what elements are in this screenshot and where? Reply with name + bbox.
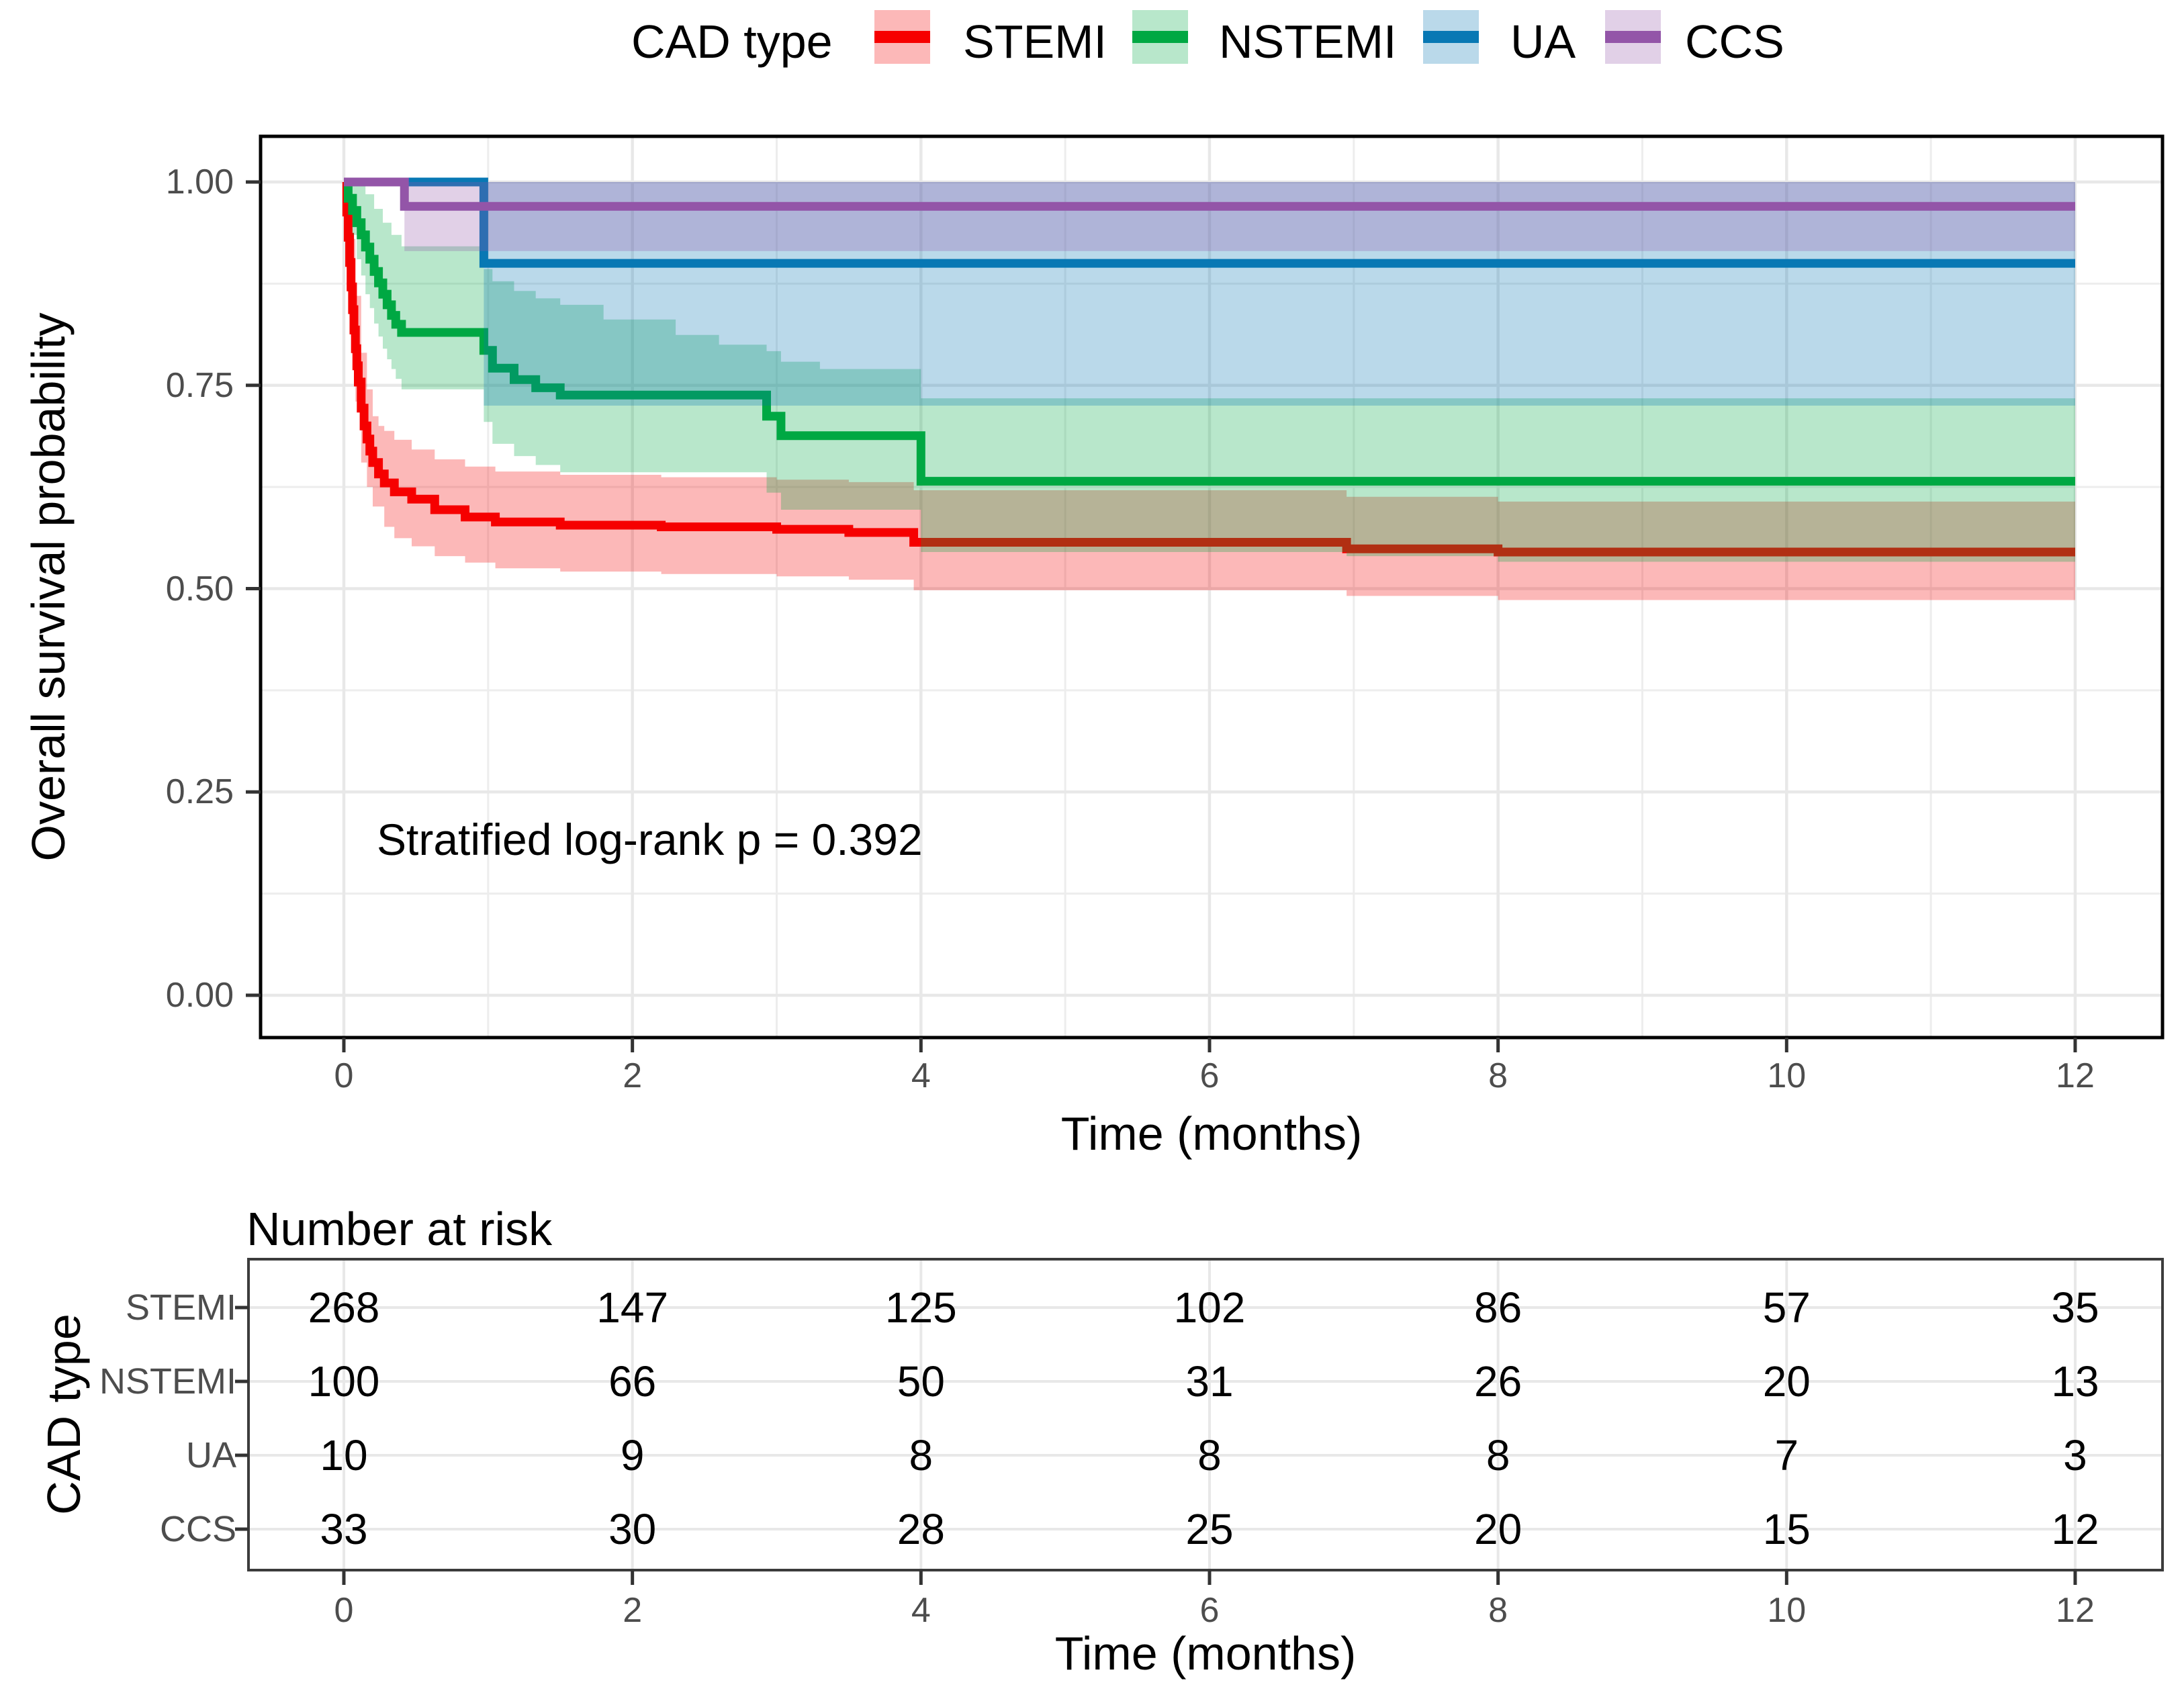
legend-key-nstemi-icon [1132, 10, 1188, 64]
risk-count: 125 [884, 1283, 957, 1332]
x-tick-label: 10 [1767, 1056, 1807, 1095]
km-curve-ua [344, 177, 2075, 268]
risk-table-x-axis-title: Time (months) [1054, 1627, 1357, 1680]
risk-table-title: Number at risk [246, 1203, 553, 1255]
risk-count: 33 [320, 1505, 368, 1553]
risk-count: 31 [1185, 1357, 1234, 1406]
risk-x-tick-label: 0 [334, 1591, 354, 1630]
legend-key-stemi-icon [874, 10, 930, 64]
logrank-annotation: Stratified log-rank p = 0.392 [377, 815, 923, 864]
legend-title: CAD type [631, 15, 833, 68]
legend-key-ccs-icon [1605, 10, 1661, 64]
risk-count: 8 [1197, 1431, 1222, 1479]
legend-key-ua-line [1423, 31, 1479, 43]
legend-label-stemi: STEMI [963, 15, 1107, 68]
x-tick-label: 4 [911, 1056, 931, 1095]
y-tick-label: 0.00 [165, 976, 234, 1015]
risk-count: 35 [2051, 1283, 2099, 1332]
risk-count: 10 [320, 1431, 368, 1479]
risk-count: 102 [1173, 1283, 1246, 1332]
x-axis-title: Time (months) [1060, 1107, 1363, 1160]
risk-row-label-ua: UA [185, 1435, 236, 1475]
legend-key-ua-icon [1423, 10, 1479, 64]
legend-key-ccs-line [1605, 31, 1661, 43]
risk-x-tick-label: 12 [2056, 1591, 2095, 1630]
risk-count: 26 [1474, 1357, 1522, 1406]
risk-x-tick-label: 10 [1767, 1591, 1807, 1630]
x-tick-label: 2 [623, 1056, 643, 1095]
risk-table-y-axis-title: CAD type [38, 1314, 90, 1515]
risk-row-label-nstemi: NSTEMI [99, 1361, 236, 1402]
ci-band-ccs [404, 182, 2076, 251]
legend-label-nstemi: NSTEMI [1219, 15, 1397, 68]
risk-count: 25 [1185, 1505, 1234, 1553]
y-tick-label: 0.75 [165, 365, 234, 405]
risk-count: 12 [2051, 1505, 2099, 1553]
risk-count: 20 [1474, 1505, 1522, 1553]
y-tick-label: 1.00 [165, 163, 234, 201]
ci-band-stemi [347, 186, 2075, 600]
km-curve-ccs [344, 177, 2075, 211]
risk-count: 28 [897, 1505, 945, 1553]
risk-x-tick-label: 2 [623, 1591, 643, 1630]
risk-count: 66 [608, 1357, 657, 1406]
risk-row-label-stemi: STEMI [125, 1287, 236, 1328]
km-curve-stemi [342, 177, 2075, 557]
risk-row-label-ccs: CCS [159, 1509, 236, 1549]
y-tick-label: 0.50 [165, 569, 234, 608]
risk-count: 3 [2063, 1431, 2087, 1479]
legend-key-stemi-line [874, 31, 930, 43]
risk-count: 15 [1762, 1505, 1811, 1553]
y-axis-title: Overall survival probability [22, 312, 75, 862]
risk-count: 86 [1474, 1283, 1522, 1332]
risk-count: 9 [620, 1431, 645, 1479]
risk-x-tick-label: 8 [1488, 1591, 1508, 1630]
x-tick-label: 6 [1199, 1056, 1220, 1095]
risk-count: 30 [608, 1505, 657, 1553]
risk-count: 13 [2051, 1357, 2099, 1406]
risk-panel-border [247, 1258, 2164, 1571]
risk-count: 7 [1774, 1431, 1799, 1479]
risk-count: 268 [308, 1283, 380, 1332]
risk-count: 8 [1486, 1431, 1510, 1479]
x-tick-label: 12 [2056, 1056, 2095, 1095]
risk-count: 57 [1762, 1283, 1811, 1332]
x-tick-label: 8 [1488, 1056, 1508, 1095]
x-tick-label: 0 [334, 1056, 354, 1095]
legend-label-ccs: CCS [1685, 15, 1784, 68]
km-curve-nstemi [343, 177, 2075, 486]
ci-band-ua [484, 182, 2076, 406]
ci-band-nstemi [348, 182, 2076, 562]
legend-key-nstemi-line [1132, 31, 1188, 43]
risk-x-tick-label: 4 [911, 1591, 931, 1630]
risk-count: 147 [596, 1283, 669, 1332]
risk-x-tick-label: 6 [1199, 1591, 1220, 1630]
y-tick-label: 0.25 [165, 772, 234, 812]
legend-label-ua: UA [1510, 15, 1576, 68]
risk-count: 8 [909, 1431, 934, 1479]
risk-count: 100 [308, 1357, 380, 1406]
risk-count: 50 [897, 1357, 945, 1406]
risk-count: 20 [1762, 1357, 1811, 1406]
